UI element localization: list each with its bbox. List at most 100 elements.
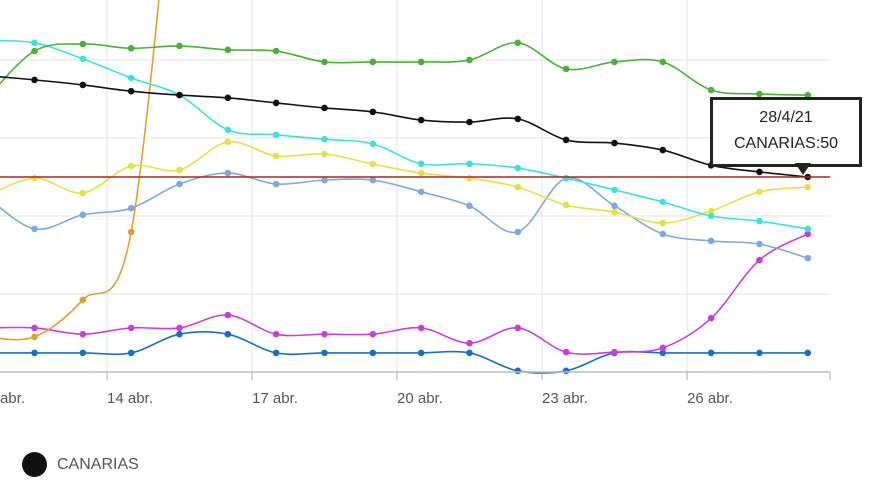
- data-point: [31, 349, 38, 357]
- data-point: [417, 169, 425, 177]
- data-point: [369, 160, 377, 168]
- data-point: [466, 118, 473, 126]
- data-point: [514, 183, 522, 191]
- data-point: [79, 40, 87, 48]
- data-point: [127, 162, 135, 170]
- data-point: [756, 168, 763, 176]
- data-point: [466, 349, 473, 357]
- data-point: [514, 367, 522, 375]
- data-point: [611, 186, 618, 194]
- x-tick-label: 26 abr.: [687, 390, 733, 407]
- data-point: [611, 139, 618, 147]
- data-point: [127, 74, 135, 82]
- data-point: [272, 47, 280, 55]
- data-point: [417, 349, 425, 357]
- data-point: [224, 311, 232, 319]
- data-point: [611, 208, 618, 216]
- data-point: [272, 131, 280, 139]
- data-point: [417, 160, 425, 168]
- data-point: [224, 94, 232, 102]
- data-point: [31, 174, 38, 182]
- data-point: [321, 330, 328, 338]
- data-point: [756, 256, 763, 264]
- data-point: [79, 189, 87, 197]
- data-point: [224, 46, 232, 54]
- data-point: [466, 174, 473, 182]
- data-point: [369, 349, 377, 357]
- data-point: [321, 150, 328, 158]
- data-point: [127, 87, 135, 95]
- data-point: [272, 180, 280, 188]
- data-point: [466, 339, 473, 347]
- series-line-2: [0, 39, 808, 230]
- data-point: [659, 58, 667, 66]
- series-line-7: [0, 331, 808, 374]
- data-point: [79, 55, 87, 63]
- legend-item-canarias[interactable]: CANARIAS: [22, 452, 139, 477]
- data-point: [804, 230, 812, 238]
- x-tick-label: abr.: [0, 390, 25, 407]
- data-point: [659, 198, 667, 206]
- data-point: [79, 296, 87, 304]
- data-point: [127, 204, 135, 212]
- data-point: [756, 217, 763, 225]
- data-point: [466, 56, 473, 64]
- data-point: [272, 330, 280, 338]
- data-point: [369, 330, 377, 338]
- data-point: [272, 349, 280, 357]
- data-point: [369, 140, 377, 148]
- data-point: [321, 58, 328, 66]
- data-point: [466, 202, 473, 210]
- data-point: [562, 65, 570, 73]
- data-point: [224, 169, 232, 177]
- data-point: [804, 254, 812, 262]
- data-point: [127, 349, 135, 357]
- data-point: [804, 349, 812, 357]
- legend-label: CANARIAS: [57, 455, 139, 473]
- data-point: [127, 324, 135, 332]
- data-point: [79, 81, 87, 89]
- data-point: [466, 160, 473, 168]
- data-point: [514, 164, 522, 172]
- data-point: [417, 116, 425, 124]
- data-point: [176, 42, 183, 50]
- data-point: [707, 207, 715, 215]
- data-point: [562, 136, 570, 144]
- data-point: [659, 230, 667, 238]
- data-point: [176, 330, 183, 338]
- data-point: [707, 349, 715, 357]
- tooltip-arrow: [795, 163, 811, 175]
- series-line-3: [0, 140, 808, 224]
- data-point: [417, 188, 425, 196]
- tooltip-value: CANARIAS:50: [733, 135, 839, 152]
- data-point: [611, 202, 618, 210]
- data-point: [369, 58, 377, 66]
- data-point: [514, 39, 522, 47]
- line-chart: abr. 14 abr. 17 abr. 20 abr. 23 abr. 26 abr.: [0, 0, 831, 407]
- data-point: [756, 240, 763, 248]
- data-point: [369, 108, 377, 116]
- data-point: [707, 212, 715, 220]
- data-point: [417, 324, 425, 332]
- data-point: [321, 349, 328, 357]
- data-point: [756, 349, 763, 357]
- data-point: [272, 99, 280, 107]
- data-point: [659, 344, 667, 352]
- data-point: [756, 90, 763, 98]
- data-point: [176, 91, 183, 99]
- data-point: [31, 39, 38, 47]
- data-point: [272, 152, 280, 160]
- data-point: [321, 176, 328, 184]
- legend-marker: [22, 452, 47, 477]
- data-point: [176, 166, 183, 174]
- data-point: [562, 174, 570, 182]
- data-point: [562, 348, 570, 356]
- series-line-0: [0, 75, 808, 178]
- data-point: [611, 58, 618, 66]
- tooltip: 28/4/21 CANARIAS:50: [710, 97, 862, 167]
- data-point: [127, 45, 135, 52]
- data-point: [224, 138, 232, 146]
- data-point: [707, 314, 715, 322]
- data-point: [514, 115, 522, 123]
- data-point: [659, 349, 667, 357]
